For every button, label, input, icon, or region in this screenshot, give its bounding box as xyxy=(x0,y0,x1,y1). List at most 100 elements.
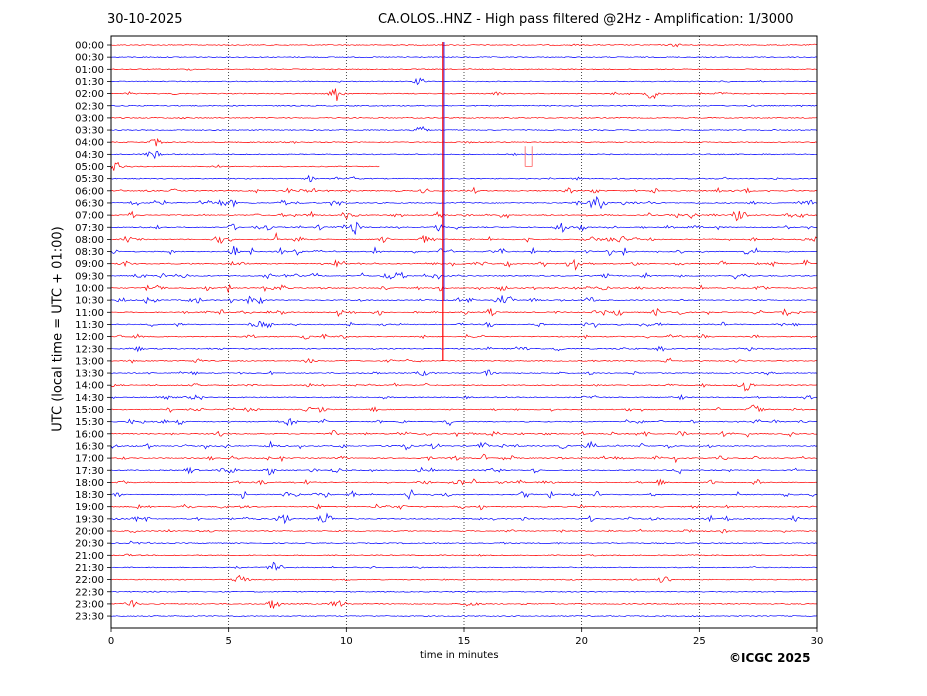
seismic-trace-row xyxy=(110,369,818,377)
y-tick-label: 21:00 xyxy=(75,551,104,562)
y-tick-label: 09:30 xyxy=(75,271,104,282)
seismic-trace-row xyxy=(110,104,818,108)
y-tick-label: 22:00 xyxy=(75,575,104,586)
seismic-trace-row xyxy=(110,394,818,401)
seismic-trace-row xyxy=(110,196,818,210)
seismic-trace-row xyxy=(110,382,818,392)
y-tick-label: 19:00 xyxy=(75,502,104,513)
seismic-trace-row xyxy=(110,453,818,464)
x-tick-label: 15 xyxy=(458,636,471,647)
x-tick-label: 25 xyxy=(693,636,706,647)
date-label: 30-10-2025 xyxy=(107,12,183,27)
seismic-trace-row xyxy=(110,68,818,71)
seismic-trace-row xyxy=(110,440,818,451)
y-tick-label: 00:30 xyxy=(75,53,104,64)
plot-frame xyxy=(110,35,818,629)
y-tick-label: 13:00 xyxy=(75,356,104,367)
y-tick-label: 07:30 xyxy=(75,223,104,234)
seismic-trace-row xyxy=(110,478,818,487)
seismic-trace-row xyxy=(111,430,818,438)
y-tick-label: 06:00 xyxy=(75,186,104,197)
y-tick-label: 08:30 xyxy=(75,247,104,258)
seismic-trace-row xyxy=(110,77,818,86)
seismic-trace-row xyxy=(110,125,818,132)
x-axis-label: time in minutes xyxy=(420,650,499,661)
y-tick-label: 17:30 xyxy=(75,466,104,477)
y-tick-label: 10:30 xyxy=(75,296,104,307)
seismic-trace-row xyxy=(110,231,818,244)
y-tick-label: 23:00 xyxy=(75,599,104,610)
y-tick-label: 20:00 xyxy=(75,527,104,538)
y-axis-label: UTC (local time = UTC + 01:00) xyxy=(50,226,66,432)
seismic-trace-row xyxy=(110,221,818,235)
seismic-trace-row xyxy=(110,174,818,183)
seismic-trace-row xyxy=(111,599,817,609)
seismic-trace-row xyxy=(110,116,818,120)
y-tick-label: 12:00 xyxy=(75,332,104,343)
y-tick-label: 04:30 xyxy=(75,150,104,161)
seismic-trace-row xyxy=(110,161,380,171)
seismic-trace-row xyxy=(110,88,818,101)
seismic-trace-row xyxy=(110,574,818,583)
seismic-trace-row xyxy=(110,345,818,353)
y-tick-label: 04:00 xyxy=(75,138,104,149)
seismic-trace-row xyxy=(110,56,818,59)
y-tick-label: 11:00 xyxy=(75,308,104,319)
seismic-trace-row xyxy=(110,283,817,294)
seismic-trace-row xyxy=(110,295,818,305)
y-tick-label: 15:30 xyxy=(75,417,104,428)
y-tick-label: 01:30 xyxy=(75,77,104,88)
y-tick-label: 07:00 xyxy=(75,211,104,222)
y-tick-label: 23:30 xyxy=(75,612,104,623)
x-axis-ticks: 0 5 10 15 20 25 30 xyxy=(108,628,824,647)
seismic-trace-row xyxy=(110,404,818,413)
seismic-trace-row xyxy=(110,333,817,340)
seismic-trace-row xyxy=(110,553,818,557)
y-tick-label: 14:00 xyxy=(75,381,104,392)
y-tick-label: 09:00 xyxy=(75,259,104,270)
y-tick-label: 15:00 xyxy=(75,405,104,416)
time-grid xyxy=(228,36,700,628)
chart-title: CA.OLOS..HNZ - High pass filtered @2Hz -… xyxy=(378,12,794,27)
y-tick-label: 13:30 xyxy=(75,369,104,380)
seismic-trace-row xyxy=(111,307,818,318)
spike-artifact xyxy=(524,146,533,167)
seismic-trace-row xyxy=(110,615,818,618)
y-tick-label: 02:30 xyxy=(75,101,104,112)
seismic-traces xyxy=(110,43,818,618)
seismic-trace-row xyxy=(110,357,818,364)
x-tick-label: 0 xyxy=(108,636,114,647)
seismic-trace-row xyxy=(110,271,818,280)
y-tick-label: 11:30 xyxy=(75,320,104,331)
y-tick-label: 18:00 xyxy=(75,478,104,489)
seismic-trace-row xyxy=(110,590,818,593)
seismic-trace-row xyxy=(110,43,818,48)
y-tick-label: 05:00 xyxy=(75,162,104,173)
seismic-trace-row xyxy=(110,528,818,534)
y-tick-label: 21:30 xyxy=(75,563,104,574)
seismic-trace-row xyxy=(111,512,817,525)
seismic-trace-row xyxy=(110,466,818,476)
y-tick-label: 03:30 xyxy=(75,126,104,137)
y-tick-label: 16:30 xyxy=(75,441,104,452)
y-tick-label: 16:00 xyxy=(75,429,104,440)
y-tick-label: 06:30 xyxy=(75,198,104,209)
x-tick-label: 10 xyxy=(340,636,353,647)
spike-event xyxy=(442,42,533,361)
y-tick-label: 01:00 xyxy=(75,65,104,76)
y-tick-label: 10:00 xyxy=(75,284,104,295)
x-tick-label: 30 xyxy=(811,636,824,647)
y-tick-label: 22:30 xyxy=(75,587,104,598)
y-tick-label: 18:30 xyxy=(75,490,104,501)
seismic-trace-row xyxy=(111,503,818,511)
y-tick-label: 08:00 xyxy=(75,235,104,246)
x-tick-label: 5 xyxy=(225,636,231,647)
seismic-trace-row xyxy=(111,540,818,545)
seismic-trace-row xyxy=(110,488,818,500)
y-tick-label: 12:30 xyxy=(75,344,104,355)
seismic-trace-row xyxy=(110,417,818,427)
seismic-trace-row xyxy=(110,210,818,222)
y-tick-label: 14:30 xyxy=(75,393,104,404)
